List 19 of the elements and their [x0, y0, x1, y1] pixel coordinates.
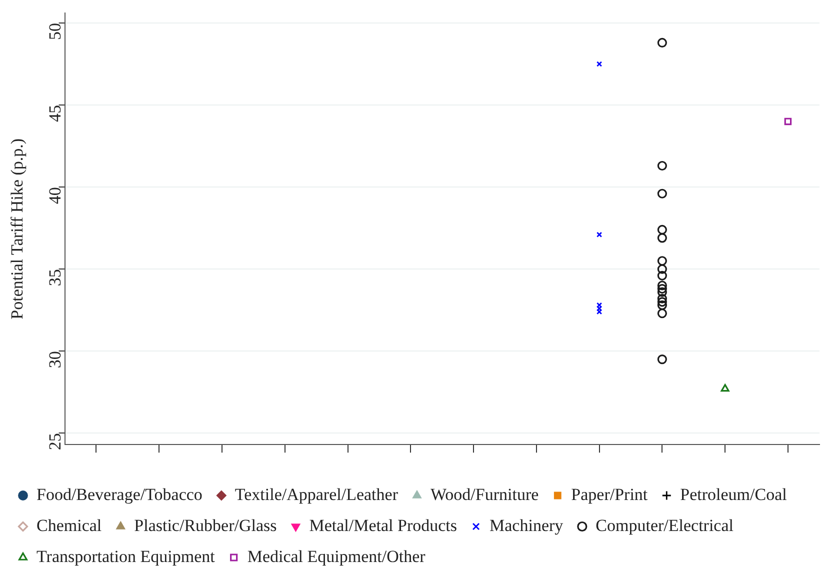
- legend-label: Plastic/Rubber/Glass: [134, 516, 277, 535]
- legend-label: Metal/Metal Products: [309, 516, 458, 535]
- y-tick-label: 35: [45, 269, 64, 286]
- legend-label: Wood/Furniture: [430, 484, 539, 504]
- y-tick-label: 30: [45, 351, 64, 368]
- legend-label: Textile/Apparel/Leather: [234, 484, 398, 504]
- y-axis-title: Potential Tariff Hike (p.p.): [8, 138, 27, 320]
- legend-label: Transportation Equipment: [36, 546, 216, 566]
- y-tick-label: 50: [45, 23, 64, 40]
- y-tick-label: 25: [45, 433, 64, 450]
- legend-label: Medical Equipment/Other: [247, 546, 426, 566]
- legend-label: Chemical: [36, 516, 102, 535]
- legend-label: Petroleum/Coal: [680, 484, 788, 504]
- legend-label: Food/Beverage/Tobacco: [36, 484, 202, 504]
- legend-label: Machinery: [490, 516, 564, 535]
- y-tick-label: 40: [45, 187, 64, 204]
- legend-label: Computer/Electrical: [596, 516, 734, 535]
- legend-label: Paper/Print: [571, 484, 648, 504]
- y-tick-label: 45: [45, 105, 64, 122]
